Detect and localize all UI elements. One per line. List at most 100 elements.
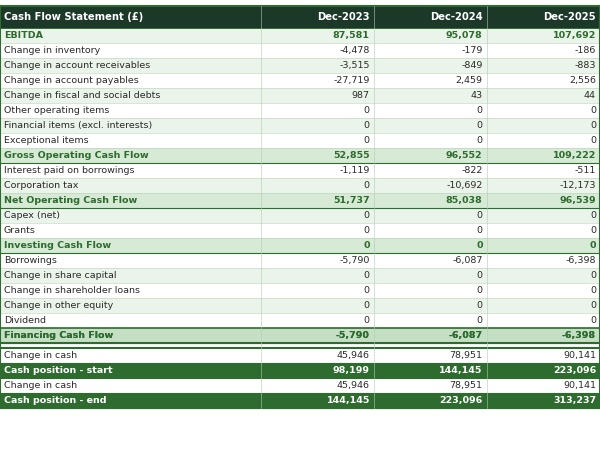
Text: 223,096: 223,096 xyxy=(439,396,482,405)
Bar xyxy=(487,348,600,363)
Text: 0: 0 xyxy=(476,121,482,130)
Text: 96,539: 96,539 xyxy=(559,196,596,205)
Text: -6,398: -6,398 xyxy=(562,331,596,340)
Text: 0: 0 xyxy=(590,106,596,115)
Bar xyxy=(487,378,600,393)
Bar xyxy=(487,133,600,148)
Text: 144,145: 144,145 xyxy=(326,396,370,405)
Text: Dec-2025: Dec-2025 xyxy=(544,12,596,22)
Text: 0: 0 xyxy=(364,136,370,145)
Text: 95,078: 95,078 xyxy=(446,31,482,40)
Bar xyxy=(0,378,261,393)
Text: -10,692: -10,692 xyxy=(446,181,482,190)
Text: 44: 44 xyxy=(584,91,596,100)
Text: 45,946: 45,946 xyxy=(337,381,370,390)
Bar xyxy=(487,208,600,223)
Text: Interest paid on borrowings: Interest paid on borrowings xyxy=(4,166,134,175)
Text: Financial items (excl. interests): Financial items (excl. interests) xyxy=(4,121,152,130)
Text: 87,581: 87,581 xyxy=(333,31,370,40)
Bar xyxy=(261,348,374,363)
Bar xyxy=(0,393,261,408)
Text: 0: 0 xyxy=(476,136,482,145)
Bar xyxy=(261,313,374,328)
Text: 0: 0 xyxy=(590,316,596,325)
Bar xyxy=(0,313,261,328)
Text: -186: -186 xyxy=(575,46,596,55)
Text: 90,141: 90,141 xyxy=(563,381,596,390)
Text: -822: -822 xyxy=(461,166,482,175)
Bar xyxy=(0,103,261,118)
Bar xyxy=(487,88,600,103)
Bar xyxy=(261,268,374,283)
Bar xyxy=(261,328,374,343)
Bar xyxy=(374,148,487,163)
Text: EBITDA: EBITDA xyxy=(4,31,43,40)
Text: Net Operating Cash Flow: Net Operating Cash Flow xyxy=(4,196,137,205)
Text: Gross Operating Cash Flow: Gross Operating Cash Flow xyxy=(4,151,149,160)
Text: 0: 0 xyxy=(364,301,370,310)
Bar xyxy=(261,378,374,393)
Text: Corporation tax: Corporation tax xyxy=(4,181,79,190)
Text: -511: -511 xyxy=(575,166,596,175)
Bar xyxy=(374,223,487,238)
Bar xyxy=(0,298,261,313)
Text: -849: -849 xyxy=(461,61,482,70)
Text: Change in share capital: Change in share capital xyxy=(4,271,116,280)
Text: Cash Flow Statement (£): Cash Flow Statement (£) xyxy=(4,12,143,22)
Bar xyxy=(261,193,374,208)
Bar xyxy=(0,348,261,363)
Bar xyxy=(261,133,374,148)
Text: -179: -179 xyxy=(461,46,482,55)
Text: Change in account receivables: Change in account receivables xyxy=(4,61,150,70)
Bar xyxy=(487,363,600,378)
Text: -4,478: -4,478 xyxy=(340,46,370,55)
Text: 0: 0 xyxy=(476,316,482,325)
Text: -12,173: -12,173 xyxy=(560,181,596,190)
Text: 0: 0 xyxy=(364,211,370,220)
Text: 0: 0 xyxy=(476,211,482,220)
Bar xyxy=(261,73,374,88)
Text: -6,087: -6,087 xyxy=(448,331,482,340)
Text: -5,790: -5,790 xyxy=(336,331,370,340)
Bar xyxy=(487,43,600,58)
Bar xyxy=(0,193,261,208)
Bar xyxy=(487,328,600,343)
Text: 96,552: 96,552 xyxy=(446,151,482,160)
Text: 0: 0 xyxy=(364,226,370,235)
Bar xyxy=(261,253,374,268)
Text: 43: 43 xyxy=(470,91,482,100)
Bar xyxy=(487,148,600,163)
Bar xyxy=(261,6,374,28)
Text: 109,222: 109,222 xyxy=(553,151,596,160)
Bar xyxy=(487,178,600,193)
Bar xyxy=(0,238,261,253)
Bar xyxy=(374,298,487,313)
Text: Other operating items: Other operating items xyxy=(4,106,109,115)
Text: -5,790: -5,790 xyxy=(340,256,370,265)
Bar xyxy=(487,313,600,328)
Bar xyxy=(487,58,600,73)
Bar xyxy=(0,88,261,103)
Text: Dec-2023: Dec-2023 xyxy=(317,12,370,22)
Bar xyxy=(261,28,374,43)
Bar xyxy=(0,328,261,343)
Text: 223,096: 223,096 xyxy=(553,366,596,375)
Text: 78,951: 78,951 xyxy=(449,381,482,390)
Bar xyxy=(0,43,261,58)
Bar xyxy=(0,223,261,238)
Bar xyxy=(487,118,600,133)
Bar xyxy=(0,328,261,343)
Bar xyxy=(261,58,374,73)
Bar xyxy=(487,328,600,343)
Text: -1,119: -1,119 xyxy=(340,166,370,175)
Bar xyxy=(261,238,374,253)
Bar xyxy=(374,43,487,58)
Bar xyxy=(374,268,487,283)
Bar xyxy=(374,133,487,148)
Bar xyxy=(487,393,600,408)
Text: -27,719: -27,719 xyxy=(334,76,370,85)
Text: Change in cash: Change in cash xyxy=(4,351,77,360)
Bar xyxy=(261,208,374,223)
Bar xyxy=(261,363,374,378)
Bar xyxy=(487,298,600,313)
